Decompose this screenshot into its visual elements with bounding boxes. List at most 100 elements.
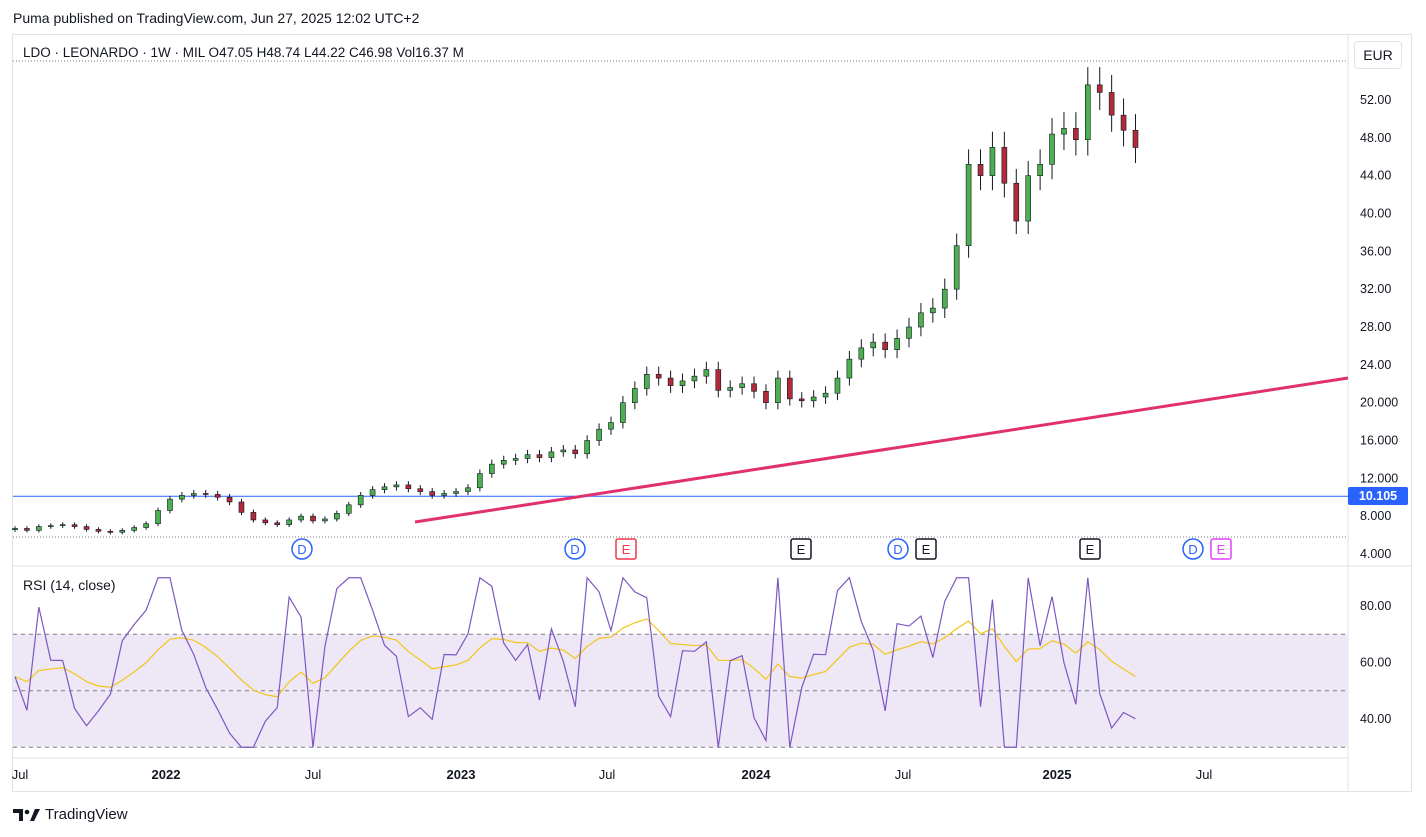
earnings-marker-label: E	[1086, 542, 1095, 557]
candle-body	[36, 526, 42, 531]
candle-body	[870, 341, 877, 349]
rsi-tick-label: 40.00	[1360, 712, 1391, 726]
last-price-label: 10.105	[1348, 487, 1408, 505]
candle-body	[83, 526, 90, 530]
candle-body	[119, 530, 126, 533]
candle-body	[548, 451, 555, 458]
tradingview-brand[interactable]: TradingView	[13, 806, 128, 823]
dividend-marker-label: D	[570, 542, 579, 557]
candle-body	[477, 473, 483, 489]
time-tick-label: 2024	[742, 767, 772, 782]
earnings-marker-label: E	[622, 542, 631, 557]
earnings-marker	[615, 538, 637, 560]
earnings-marker	[1079, 538, 1101, 560]
candle-body	[71, 524, 78, 527]
candle-body	[667, 377, 674, 386]
earnings-marker-label: E	[1217, 542, 1226, 557]
candle-body	[1049, 133, 1055, 165]
earnings-marker-label: E	[797, 542, 806, 557]
price-tick-label: 8.000	[1360, 509, 1391, 523]
earnings-marker	[790, 538, 812, 560]
candle-body	[632, 388, 638, 403]
candle-body	[417, 488, 424, 492]
candle-body	[12, 528, 18, 531]
candle-body	[1001, 146, 1008, 184]
candle-body	[1085, 84, 1091, 141]
candle-body	[906, 326, 912, 339]
candle-body	[977, 164, 984, 176]
candle-body	[59, 524, 66, 526]
legend-symbol[interactable]: LDO · LEONARDO · 1W · MIL	[23, 45, 205, 60]
candle-body	[345, 504, 352, 514]
candle-body	[274, 522, 281, 525]
candle-body	[739, 383, 745, 388]
candle-body	[775, 377, 781, 403]
candle-body	[846, 358, 853, 379]
candle-body	[786, 377, 793, 400]
candle-body	[334, 513, 340, 520]
price-tick-label: 36.00	[1360, 244, 1391, 258]
time-tick-label: Jul	[895, 767, 912, 782]
time-tick-label: 2023	[447, 767, 476, 782]
candle-body	[572, 449, 579, 455]
candle-body	[1132, 129, 1139, 148]
candle-body	[1096, 84, 1103, 93]
candle-body	[965, 164, 972, 246]
legend-high-label: H	[256, 45, 267, 60]
candle-body	[953, 245, 960, 290]
candle-body	[1061, 128, 1067, 135]
price-tick-label: 52.00	[1360, 93, 1391, 107]
candle-body	[608, 422, 614, 430]
candle-body	[1025, 175, 1031, 222]
candle-body	[930, 307, 936, 314]
earnings-marker-label: E	[922, 542, 931, 557]
candle-body	[143, 523, 149, 528]
candle-body	[167, 498, 173, 511]
candle-body	[751, 383, 757, 392]
time-tick-label: 2025	[1043, 767, 1072, 782]
legend-open-label: O	[208, 45, 220, 60]
candle-body	[322, 518, 328, 522]
candle-body	[250, 512, 257, 521]
candle-body	[822, 392, 829, 398]
dividend-marker-label: D	[893, 542, 902, 557]
candle-body	[918, 312, 924, 328]
candle-body	[560, 449, 567, 453]
candle-body	[536, 454, 543, 458]
candle-body	[763, 391, 769, 403]
price-tick-label: 44.00	[1360, 169, 1391, 183]
candle-body	[405, 484, 412, 490]
chart-frame	[12, 34, 1412, 792]
candle-body	[441, 493, 447, 496]
candle-body	[465, 487, 471, 492]
currency-button[interactable]: EUR	[1354, 41, 1402, 69]
rsi-tick-label: 60.00	[1360, 656, 1391, 670]
candle-body	[1037, 164, 1043, 176]
candle-body	[393, 484, 400, 488]
candle-body	[179, 495, 185, 500]
candle-body	[643, 373, 650, 389]
candle-body	[596, 428, 602, 441]
tradingview-logo-icon	[13, 808, 40, 821]
candle-body	[131, 527, 137, 531]
published-header: Puma published on TradingView.com, Jun 2…	[13, 10, 420, 26]
candle-body	[95, 529, 102, 532]
dividend-marker-label: D	[297, 542, 306, 557]
candle-body	[834, 377, 841, 394]
candle-body	[238, 501, 245, 513]
candle-body	[107, 530, 114, 533]
candle-body	[155, 510, 161, 525]
candle-body	[584, 440, 590, 455]
candle-body	[357, 495, 364, 506]
rsi-title[interactable]: RSI (14, close)	[23, 577, 116, 593]
candle-body	[512, 458, 519, 461]
candle-body	[429, 491, 436, 496]
brand-name: TradingView	[45, 806, 128, 823]
price-tick-label: 32.00	[1360, 282, 1391, 296]
candle-body	[488, 463, 495, 474]
time-tick-label: Jul	[12, 767, 29, 782]
candle-body	[858, 347, 865, 360]
candle-body	[24, 528, 30, 531]
rsi-line	[14, 576, 1136, 748]
